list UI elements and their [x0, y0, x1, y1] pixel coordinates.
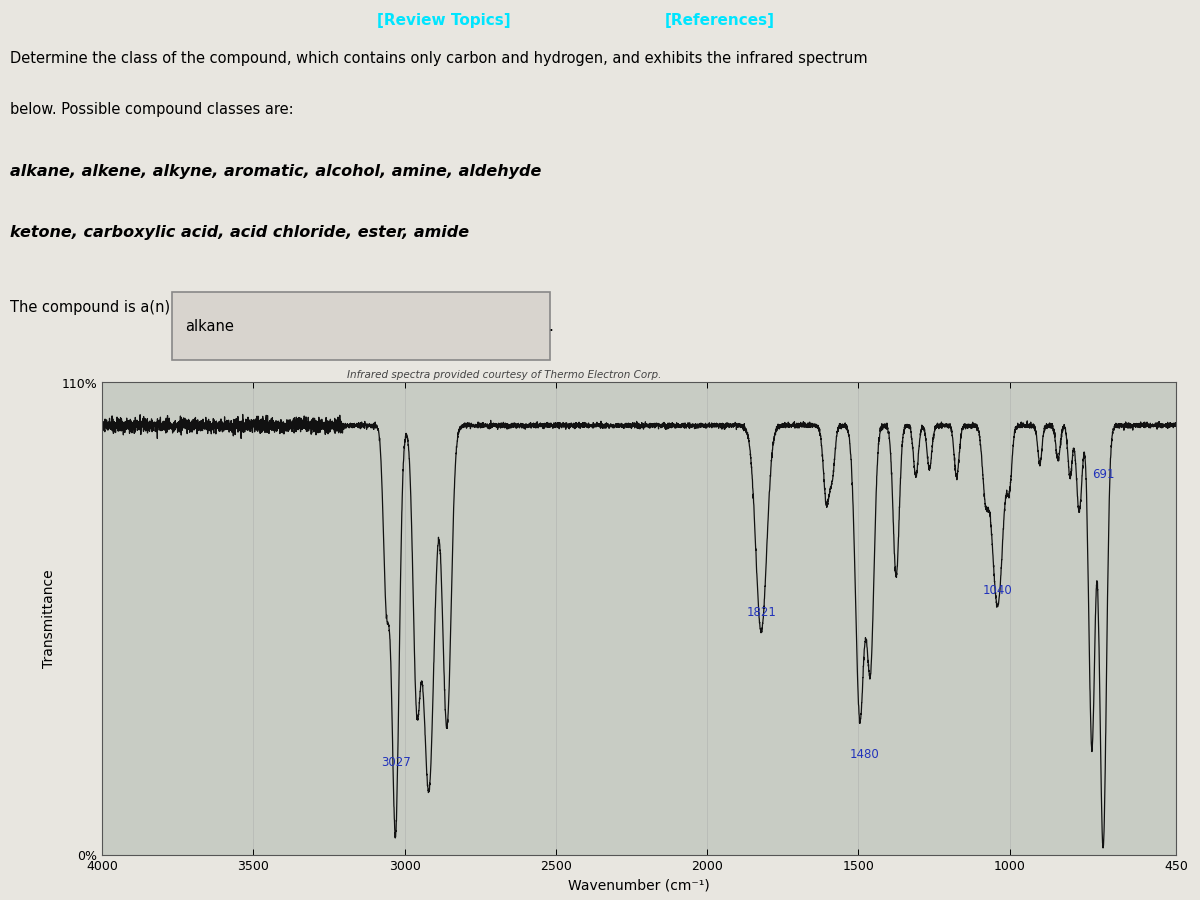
- Text: 1040: 1040: [983, 584, 1013, 598]
- X-axis label: Wavenumber (cm⁻¹): Wavenumber (cm⁻¹): [568, 878, 710, 893]
- Text: ketone, carboxylic acid, acid chloride, ester, amide: ketone, carboxylic acid, acid chloride, …: [10, 225, 469, 240]
- Text: 1821: 1821: [746, 606, 776, 619]
- Text: alkane, alkene, alkyne, aromatic, alcohol, amine, aldehyde: alkane, alkene, alkyne, aromatic, alcoho…: [10, 164, 541, 178]
- Text: [References]: [References]: [665, 13, 775, 28]
- Text: The compound is a(n): The compound is a(n): [10, 301, 174, 315]
- FancyBboxPatch shape: [172, 292, 550, 360]
- Text: Infrared spectra provided courtesy of Thermo Electron Corp.: Infrared spectra provided courtesy of Th…: [347, 370, 661, 380]
- Text: [Review Topics]: [Review Topics]: [377, 13, 511, 28]
- Text: below. Possible compound classes are:: below. Possible compound classes are:: [10, 102, 293, 117]
- Text: 691: 691: [1092, 468, 1115, 482]
- Text: .: .: [548, 319, 553, 334]
- Text: Determine the class of the compound, which contains only carbon and hydrogen, an: Determine the class of the compound, whi…: [10, 50, 868, 66]
- Text: alkane: alkane: [185, 319, 234, 334]
- Y-axis label: Transmittance: Transmittance: [42, 570, 56, 668]
- Text: 1480: 1480: [850, 748, 880, 760]
- Text: 3027: 3027: [382, 756, 412, 770]
